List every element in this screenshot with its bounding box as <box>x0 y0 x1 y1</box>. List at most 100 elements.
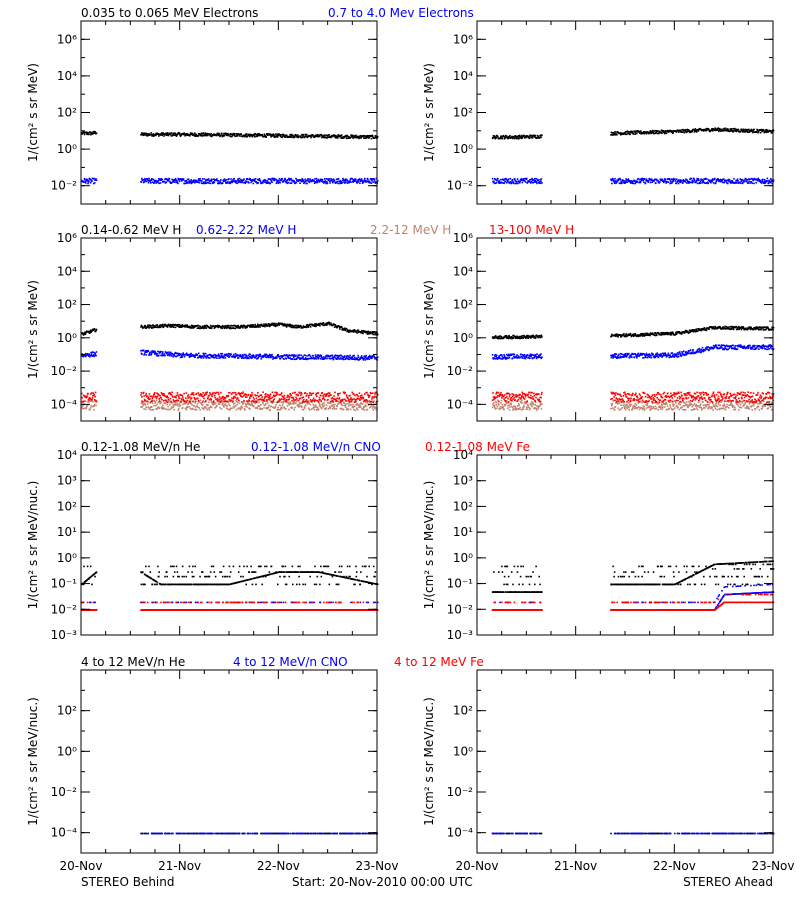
data-point <box>93 177 95 180</box>
data-point <box>221 135 224 138</box>
data-point <box>189 396 191 398</box>
data-point <box>328 322 331 324</box>
data-point <box>375 396 377 398</box>
data-point <box>191 132 194 135</box>
data-point <box>256 135 258 138</box>
data-point <box>324 136 327 139</box>
data-point <box>362 408 364 410</box>
data-point <box>182 133 185 135</box>
data-point <box>164 134 167 136</box>
data-point <box>640 133 642 135</box>
data-point <box>257 133 259 135</box>
data-point <box>86 133 89 136</box>
data-point <box>493 182 496 185</box>
data-point <box>352 137 354 139</box>
data-point <box>258 353 261 356</box>
data-point <box>726 179 729 182</box>
data-point <box>222 135 225 137</box>
data-point <box>712 182 715 184</box>
data-point <box>315 134 317 136</box>
data-point <box>236 355 238 357</box>
data-point <box>737 130 739 132</box>
data-point <box>280 393 282 396</box>
data-point <box>764 180 767 182</box>
data-point <box>497 136 499 138</box>
data-point <box>695 179 698 182</box>
data-point <box>744 131 746 133</box>
data-point <box>319 355 321 357</box>
data-point <box>370 392 372 395</box>
data-point <box>207 178 210 180</box>
data-point <box>318 323 321 325</box>
data-point <box>253 400 256 402</box>
data-point <box>264 400 266 402</box>
data-point <box>696 182 699 185</box>
data-point <box>277 400 280 402</box>
data-point <box>667 181 670 183</box>
data-point <box>299 325 302 328</box>
legend-item: 0.62-2.22 MeV H <box>196 223 296 237</box>
data-point <box>240 133 243 136</box>
data-point <box>194 400 197 403</box>
data-point <box>711 327 714 329</box>
data-point <box>232 399 234 402</box>
data-point <box>328 357 331 360</box>
data-point <box>261 399 263 401</box>
data-point <box>253 178 255 181</box>
data-point <box>315 358 318 360</box>
data-point <box>719 128 721 130</box>
data-point <box>624 334 626 337</box>
data-point <box>691 181 694 184</box>
data-point <box>361 332 363 334</box>
data-point <box>142 403 145 406</box>
data-point <box>90 399 92 401</box>
data-point <box>140 326 142 328</box>
data-point <box>174 400 177 402</box>
data-point <box>193 397 196 400</box>
data-point <box>352 393 355 396</box>
data-point <box>314 357 316 359</box>
data-point <box>320 399 322 401</box>
data-point <box>186 324 188 326</box>
data-point <box>659 333 662 336</box>
data-point <box>218 403 221 405</box>
data-point <box>313 180 315 182</box>
data-point <box>330 323 333 326</box>
data-point <box>148 354 150 356</box>
data-point <box>235 393 238 396</box>
data-point <box>93 403 96 406</box>
data-point <box>84 407 87 409</box>
data-point <box>204 394 206 396</box>
data-point <box>176 392 179 394</box>
data-point <box>152 134 154 137</box>
data-point <box>341 400 344 402</box>
data-point <box>288 323 291 326</box>
data-point <box>323 356 325 358</box>
data-point <box>296 326 299 329</box>
data-point <box>255 397 258 400</box>
data-point <box>312 135 315 137</box>
data-point <box>82 130 84 133</box>
data-point <box>530 181 533 183</box>
data-point <box>627 131 630 133</box>
y-tick-label: 10⁻² <box>447 179 474 193</box>
data-point <box>269 356 271 358</box>
data-point <box>236 398 238 400</box>
data-point <box>277 354 279 356</box>
data-point <box>195 134 198 136</box>
data-point <box>289 182 291 184</box>
data-point <box>257 392 259 394</box>
data-point <box>168 178 171 180</box>
data-point <box>177 177 180 180</box>
data-point <box>296 326 298 329</box>
data-point <box>189 398 192 400</box>
data-point <box>541 336 543 338</box>
data-point <box>649 130 652 132</box>
data-point <box>259 398 261 401</box>
data-point <box>275 182 278 185</box>
y-tick-label: 10⁴ <box>57 69 77 83</box>
data-point <box>180 179 183 181</box>
data-point <box>251 394 254 396</box>
data-point <box>270 354 273 357</box>
data-point <box>664 180 667 183</box>
